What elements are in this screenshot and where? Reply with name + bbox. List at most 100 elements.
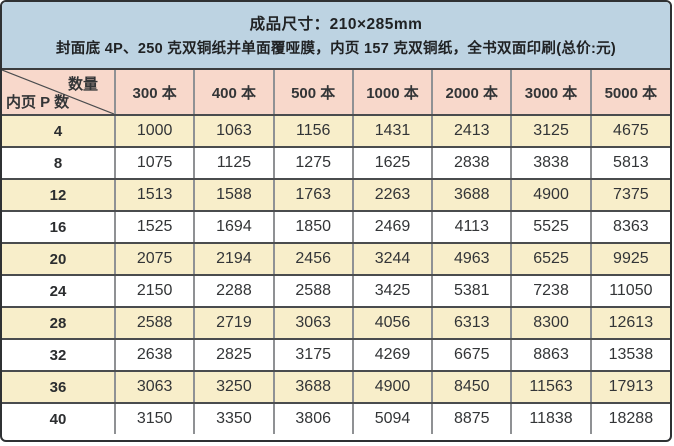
price-cell: 11563: [510, 371, 591, 404]
table-row: 24 2150 2288 2588 3425 5381 7238 11050: [2, 275, 670, 308]
price-cell: 2469: [351, 211, 433, 244]
pages-cell: 40: [2, 403, 115, 434]
price-cell: 3838: [510, 147, 591, 180]
column-header: 500 本: [272, 70, 353, 116]
price-cell: 3688: [431, 179, 512, 212]
price-cell: 2588: [113, 307, 195, 340]
price-cell: 12613: [589, 307, 670, 340]
column-header: 3000 本: [510, 70, 591, 116]
table-row: 12 1513 1588 1763 2263 3688 4900 7375: [2, 179, 670, 212]
column-header: 2000 本: [431, 70, 512, 116]
table-row: 40 3150 3350 3806 5094 8875 11838 18288: [2, 403, 670, 434]
column-header: 1000 本: [351, 70, 433, 116]
price-cell: 1850: [272, 211, 353, 244]
price-cell: 5094: [351, 403, 433, 434]
price-cell: 1125: [193, 147, 274, 180]
price-table: 数量 内页 P 数 300 本 400 本 500 本 1000 本 2000 …: [2, 70, 670, 434]
price-cell: 8450: [431, 371, 512, 404]
price-table-header: 数量 内页 P 数 300 本 400 本 500 本 1000 本 2000 …: [2, 70, 670, 116]
header-row: 数量 内页 P 数 300 本 400 本 500 本 1000 本 2000 …: [2, 70, 670, 116]
price-cell: 2150: [113, 275, 195, 308]
pages-cell: 12: [2, 179, 115, 212]
price-cell: 2638: [113, 339, 195, 372]
price-cell: 8363: [589, 211, 670, 244]
price-cell: 6525: [510, 243, 591, 276]
price-cell: 17913: [589, 371, 670, 404]
price-cell: 11838: [510, 403, 591, 434]
quantity-axis-label: 数量: [67, 76, 98, 93]
price-cell: 3244: [351, 243, 433, 276]
price-cell: 13538: [589, 339, 670, 372]
price-cell: 2719: [193, 307, 274, 340]
table-row: 4 1000 1063 1156 1431 2413 3125 4675: [2, 115, 670, 148]
price-cell: 3688: [272, 371, 353, 404]
pages-cell: 32: [2, 339, 115, 372]
spec-banner: 成品尺寸：210×285mm 封面底 4P、250 克双铜纸并单面覆哑膜，内页 …: [2, 2, 670, 70]
price-cell: 18288: [589, 403, 670, 434]
column-header: 300 本: [113, 70, 195, 116]
price-cell: 9925: [589, 243, 670, 276]
price-cell: 3063: [272, 307, 353, 340]
price-cell: 1000: [113, 115, 195, 148]
price-cell: 5813: [589, 147, 670, 180]
price-cell: 1075: [113, 147, 195, 180]
price-cell: 6313: [431, 307, 512, 340]
price-cell: 2413: [431, 115, 512, 148]
price-cell: 3150: [113, 403, 195, 434]
price-cell: 3063: [113, 371, 195, 404]
price-cell: 2288: [193, 275, 274, 308]
column-header: 5000 本: [589, 70, 670, 116]
price-cell: 4113: [431, 211, 512, 244]
price-cell: 8863: [510, 339, 591, 372]
price-cell: 2075: [113, 243, 195, 276]
table-row: 32 2638 2825 3175 4269 6675 8863 13538: [2, 339, 670, 372]
pages-cell: 20: [2, 243, 115, 276]
table-row: 16 1525 1694 1850 2469 4113 5525 8363: [2, 211, 670, 244]
price-cell: 2588: [272, 275, 353, 308]
table-row: 28 2588 2719 3063 4056 6313 8300 12613: [2, 307, 670, 340]
price-cell: 8300: [510, 307, 591, 340]
price-cell: 4269: [351, 339, 433, 372]
price-cell: 4675: [589, 115, 670, 148]
price-cell: 4056: [351, 307, 433, 340]
pages-cell: 36: [2, 371, 115, 404]
price-cell: 2838: [431, 147, 512, 180]
table-row: 20 2075 2194 2456 3244 4963 6525 9925: [2, 243, 670, 276]
price-cell: 3175: [272, 339, 353, 372]
table-row: 8 1075 1125 1275 1625 2838 3838 5813: [2, 147, 670, 180]
price-cell: 1513: [113, 179, 195, 212]
pages-cell: 16: [2, 211, 115, 244]
pages-cell: 8: [2, 147, 115, 180]
price-cell: 1156: [272, 115, 353, 148]
price-cell: 1588: [193, 179, 274, 212]
price-cell: 4900: [351, 371, 433, 404]
price-cell: 8875: [431, 403, 512, 434]
price-cell: 1063: [193, 115, 274, 148]
price-cell: 4900: [510, 179, 591, 212]
price-cell: 6675: [431, 339, 512, 372]
price-table-body: 4 1000 1063 1156 1431 2413 3125 4675 8 1075 1125 12…: [2, 115, 670, 434]
pages-axis-label: 内页 P 数: [6, 94, 70, 111]
price-cell: 1525: [113, 211, 195, 244]
table-row: 36 3063 3250 3688 4900 8450 11563 17913: [2, 371, 670, 404]
price-cell: 4963: [431, 243, 512, 276]
price-cell: 2825: [193, 339, 274, 372]
pages-cell: 28: [2, 307, 115, 340]
price-cell: 11050: [589, 275, 670, 308]
price-cell: 5381: [431, 275, 512, 308]
price-cell: 1625: [351, 147, 433, 180]
price-cell: 3250: [193, 371, 274, 404]
price-cell: 1431: [351, 115, 433, 148]
price-cell: 3425: [351, 275, 433, 308]
pages-cell: 24: [2, 275, 115, 308]
price-cell: 2194: [193, 243, 274, 276]
price-cell: 3350: [193, 403, 274, 434]
column-header: 400 本: [193, 70, 274, 116]
diagonal-divider: [2, 70, 114, 114]
pages-cell: 4: [2, 115, 115, 148]
price-cell: 7238: [510, 275, 591, 308]
price-cell: 3125: [510, 115, 591, 148]
price-cell: 1275: [272, 147, 353, 180]
